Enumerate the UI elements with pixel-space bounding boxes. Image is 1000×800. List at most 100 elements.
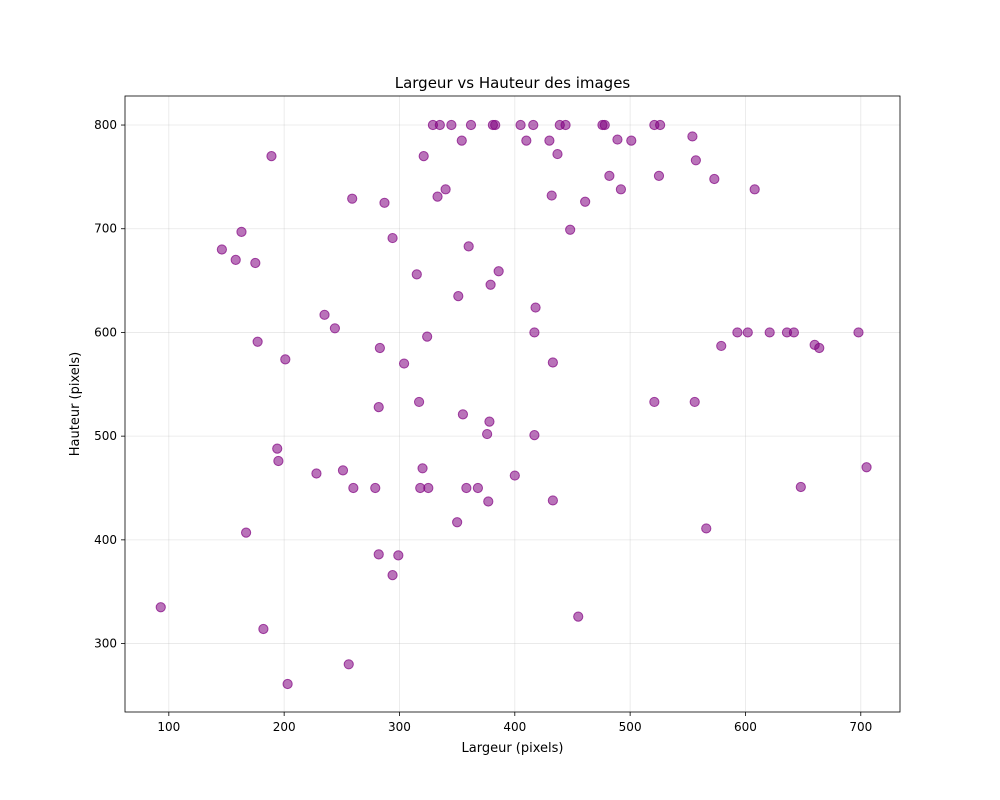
data-point bbox=[521, 135, 532, 146]
data-point bbox=[266, 151, 277, 162]
data-point bbox=[853, 327, 864, 338]
data-point bbox=[788, 327, 799, 338]
y-tick-label: 400 bbox=[94, 533, 117, 547]
data-point bbox=[456, 135, 467, 146]
data-point bbox=[370, 482, 381, 494]
data-point bbox=[434, 119, 445, 131]
data-point bbox=[552, 148, 563, 160]
data-point bbox=[440, 184, 451, 195]
data-point bbox=[348, 482, 359, 494]
data-point bbox=[452, 517, 463, 528]
data-point bbox=[515, 119, 526, 131]
data-point bbox=[795, 481, 806, 493]
data-point bbox=[252, 336, 263, 347]
data-point bbox=[580, 196, 591, 207]
data-point bbox=[411, 269, 422, 280]
data-point bbox=[250, 257, 261, 269]
data-point bbox=[413, 396, 425, 408]
data-point bbox=[573, 611, 584, 622]
y-tick-label: 600 bbox=[94, 325, 117, 339]
y-axis-ticks: 300 400 500 600 700 800 bbox=[94, 118, 125, 651]
data-point bbox=[528, 119, 539, 131]
data-point bbox=[373, 402, 384, 413]
data-point bbox=[273, 455, 284, 467]
data-point bbox=[465, 119, 477, 131]
data-point bbox=[814, 342, 825, 354]
data-point bbox=[418, 151, 429, 162]
data-point bbox=[240, 527, 252, 538]
data-point bbox=[463, 241, 474, 252]
y-tick-label: 300 bbox=[94, 637, 117, 651]
data-point bbox=[393, 550, 404, 561]
data-point bbox=[565, 224, 576, 235]
x-tick-label: 500 bbox=[619, 720, 642, 734]
x-tick-label: 700 bbox=[849, 720, 872, 734]
data-point bbox=[258, 623, 269, 635]
data-point bbox=[329, 323, 340, 334]
data-point bbox=[373, 549, 384, 560]
data-point bbox=[482, 428, 493, 440]
data-point bbox=[689, 396, 700, 408]
data-point bbox=[655, 119, 666, 131]
data-point bbox=[626, 135, 637, 146]
x-axis-ticks: 100 200 300 400 500 600 700 bbox=[157, 712, 872, 734]
data-point bbox=[599, 119, 610, 131]
data-point bbox=[612, 134, 623, 145]
data-point bbox=[280, 354, 291, 365]
data-point bbox=[453, 291, 464, 302]
data-point bbox=[493, 266, 504, 277]
data-point bbox=[461, 482, 472, 494]
y-tick-label: 800 bbox=[94, 118, 117, 132]
data-point bbox=[472, 482, 484, 494]
data-point bbox=[749, 184, 760, 195]
data-point bbox=[417, 463, 428, 474]
data-point bbox=[432, 191, 443, 202]
data-point bbox=[155, 602, 166, 613]
data-point bbox=[272, 443, 283, 454]
y-axis-label: Hauteur (pixels) bbox=[68, 352, 83, 456]
data-point bbox=[387, 232, 398, 244]
data-point bbox=[387, 570, 398, 581]
x-tick-label: 600 bbox=[734, 720, 757, 734]
data-point bbox=[446, 119, 457, 131]
data-point bbox=[615, 184, 627, 195]
data-point bbox=[337, 465, 349, 476]
data-point bbox=[701, 523, 712, 534]
data-point bbox=[547, 495, 558, 506]
data-point bbox=[732, 327, 743, 338]
data-point bbox=[529, 327, 540, 338]
data-point bbox=[457, 409, 469, 420]
data-point bbox=[423, 482, 434, 494]
data-points bbox=[155, 119, 872, 690]
plot-frame bbox=[124, 95, 901, 713]
data-point bbox=[560, 119, 571, 131]
data-point bbox=[529, 430, 540, 441]
data-point bbox=[530, 302, 541, 313]
data-point bbox=[379, 197, 390, 208]
data-point bbox=[319, 309, 330, 320]
x-tick-label: 400 bbox=[503, 720, 526, 734]
chart-title: Largeur vs Hauteur des images bbox=[395, 74, 631, 92]
data-point bbox=[422, 331, 433, 342]
y-tick-label: 700 bbox=[94, 222, 117, 236]
data-point bbox=[485, 279, 496, 290]
data-point bbox=[764, 327, 775, 338]
x-tick-label: 300 bbox=[388, 720, 411, 734]
data-point bbox=[604, 170, 615, 181]
data-point bbox=[742, 327, 753, 338]
data-point bbox=[398, 358, 410, 369]
data-point bbox=[653, 170, 665, 181]
data-point bbox=[690, 155, 701, 166]
data-point bbox=[716, 340, 727, 352]
data-point bbox=[649, 396, 660, 408]
x-tick-label: 100 bbox=[157, 720, 180, 734]
data-point bbox=[483, 496, 494, 507]
data-point bbox=[509, 470, 520, 481]
data-point bbox=[347, 193, 358, 204]
data-point bbox=[311, 468, 322, 479]
data-point bbox=[484, 416, 495, 427]
data-point bbox=[282, 678, 293, 690]
data-point bbox=[709, 173, 720, 185]
data-point bbox=[230, 254, 241, 265]
data-point bbox=[544, 135, 555, 146]
